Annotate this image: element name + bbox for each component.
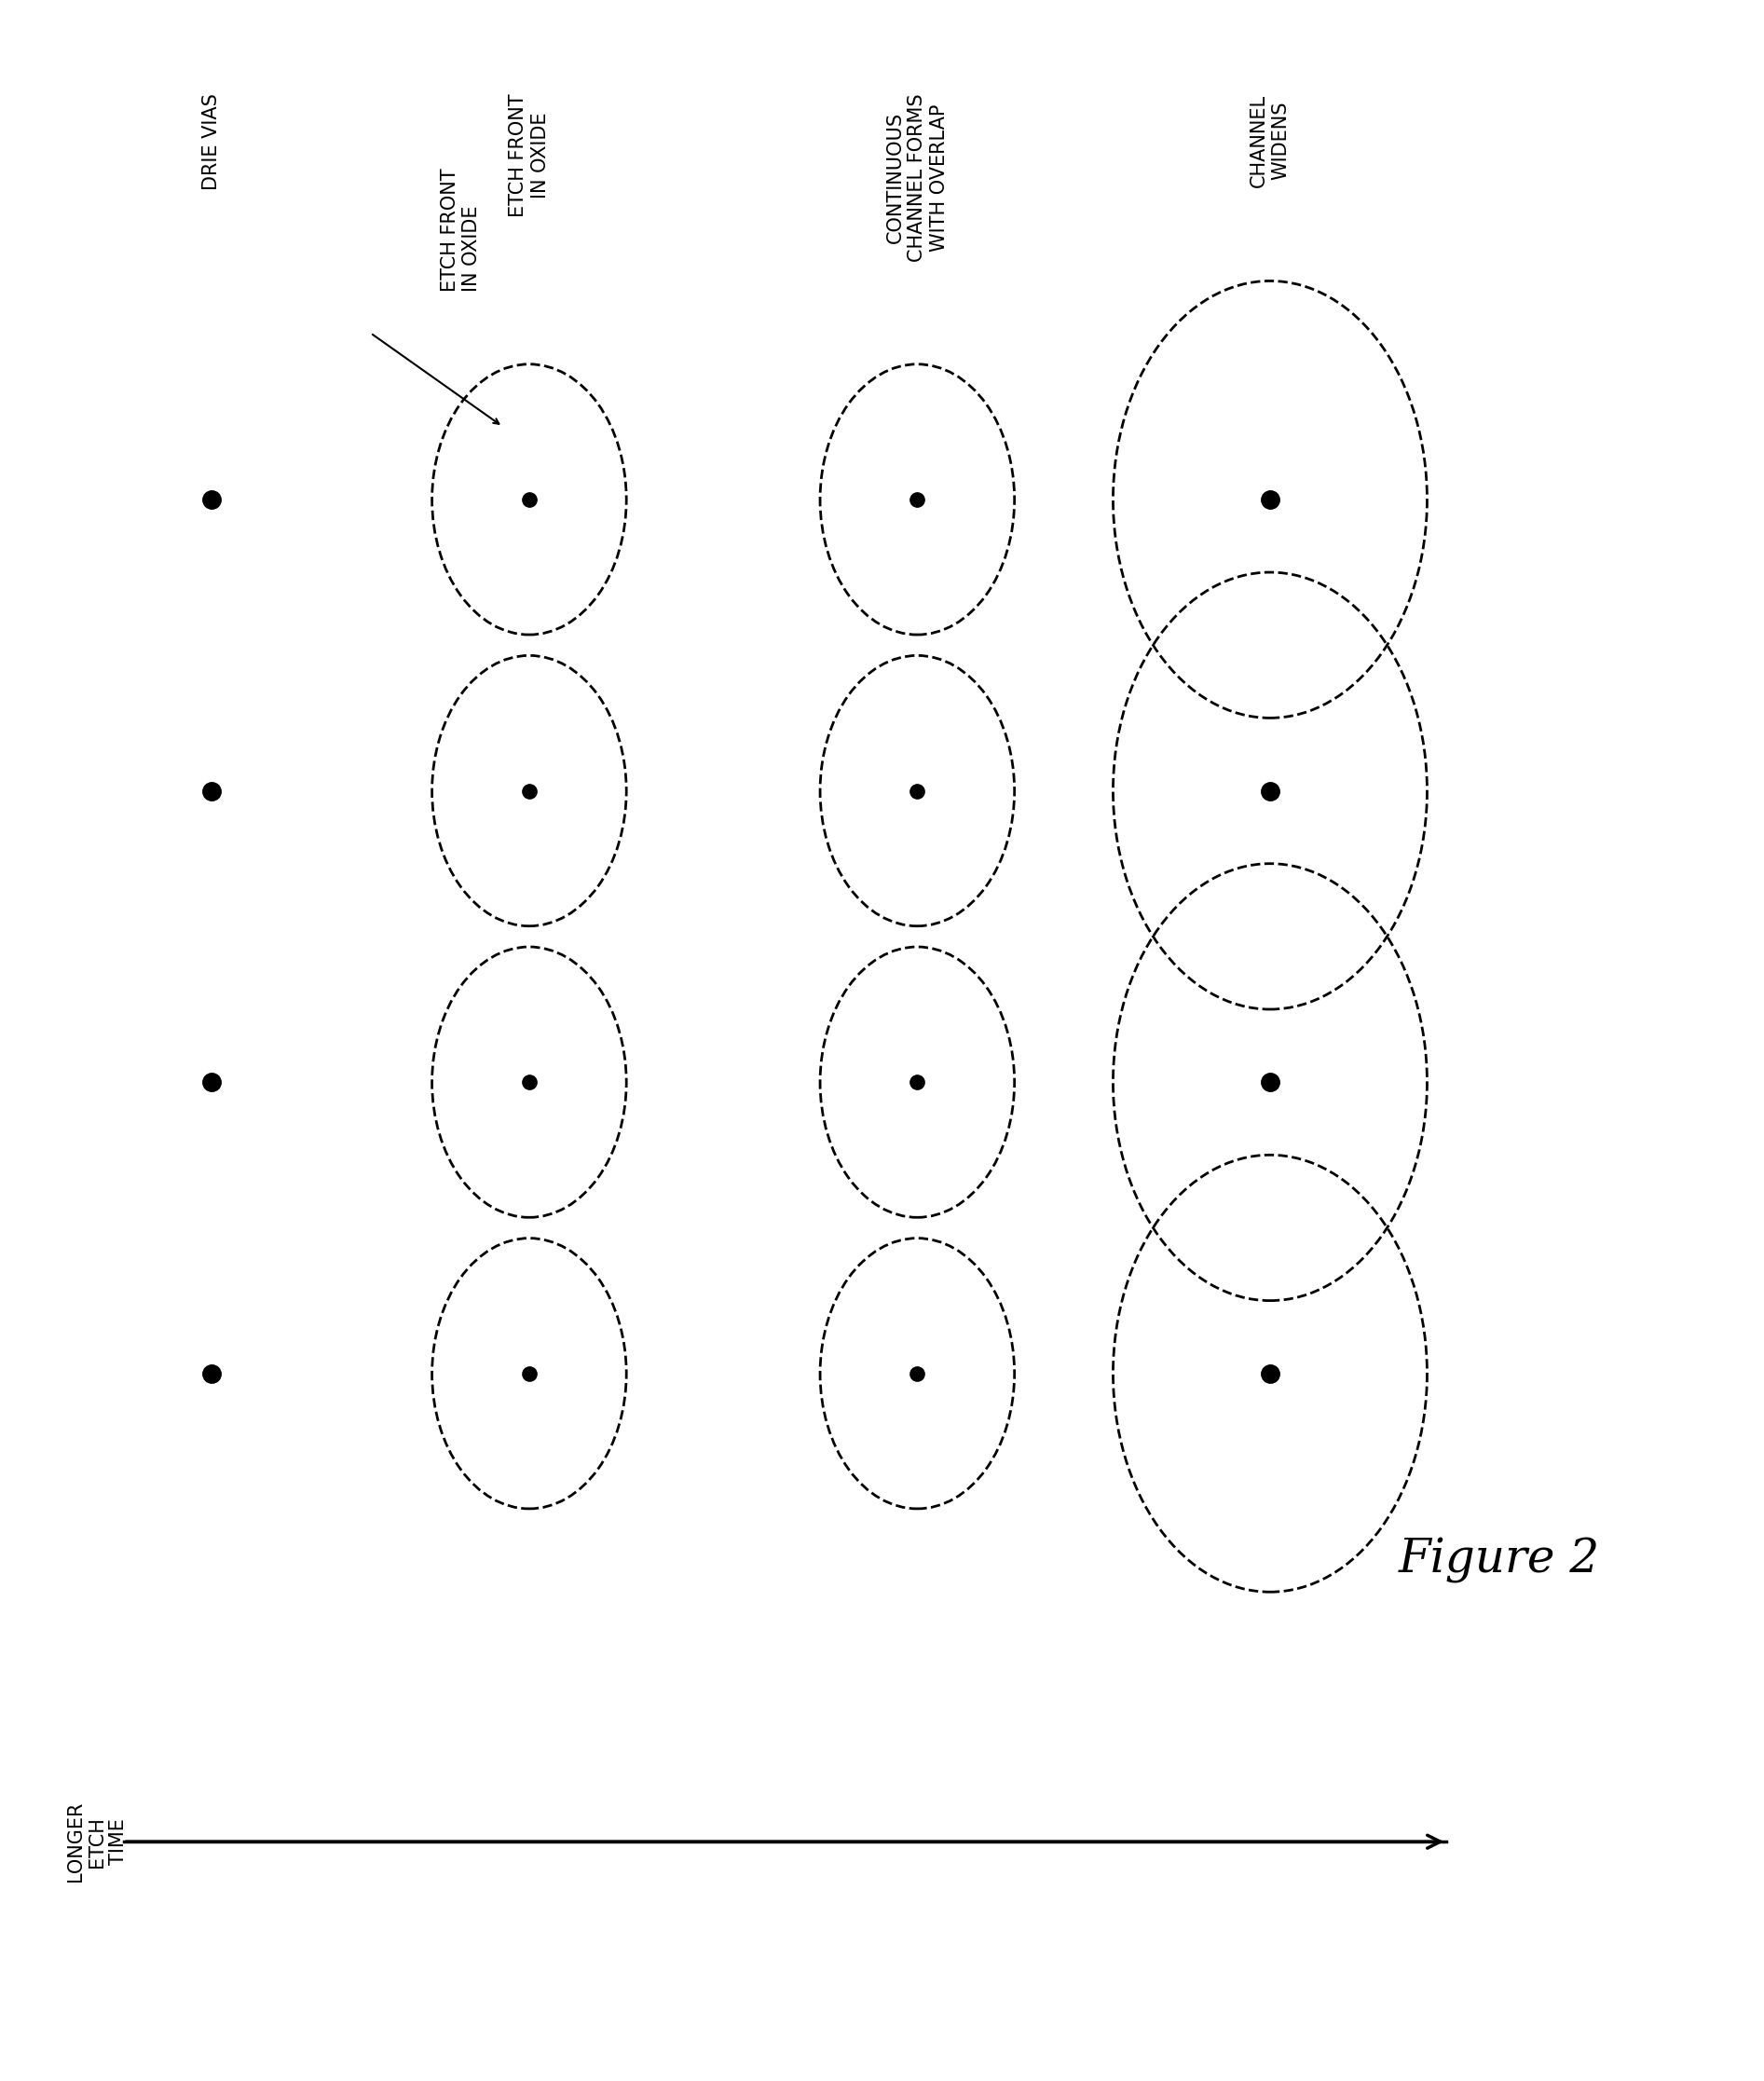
Text: CONTINUOUS
CHANNEL FORMS
WITH OVERLAP: CONTINUOUS CHANNEL FORMS WITH OVERLAP [886, 94, 949, 262]
Text: Figure 2: Figure 2 [1399, 1538, 1600, 1584]
Text: DRIE VIAS: DRIE VIAS [203, 94, 220, 191]
Text: LONGER
ETCH
TIME: LONGER ETCH TIME [65, 1802, 129, 1881]
Text: ETCH FRONT
IN OXIDE: ETCH FRONT IN OXIDE [510, 94, 549, 216]
Text: CHANNEL
WIDENS: CHANNEL WIDENS [1251, 94, 1289, 187]
Text: ETCH FRONT
IN OXIDE: ETCH FRONT IN OXIDE [441, 169, 482, 291]
